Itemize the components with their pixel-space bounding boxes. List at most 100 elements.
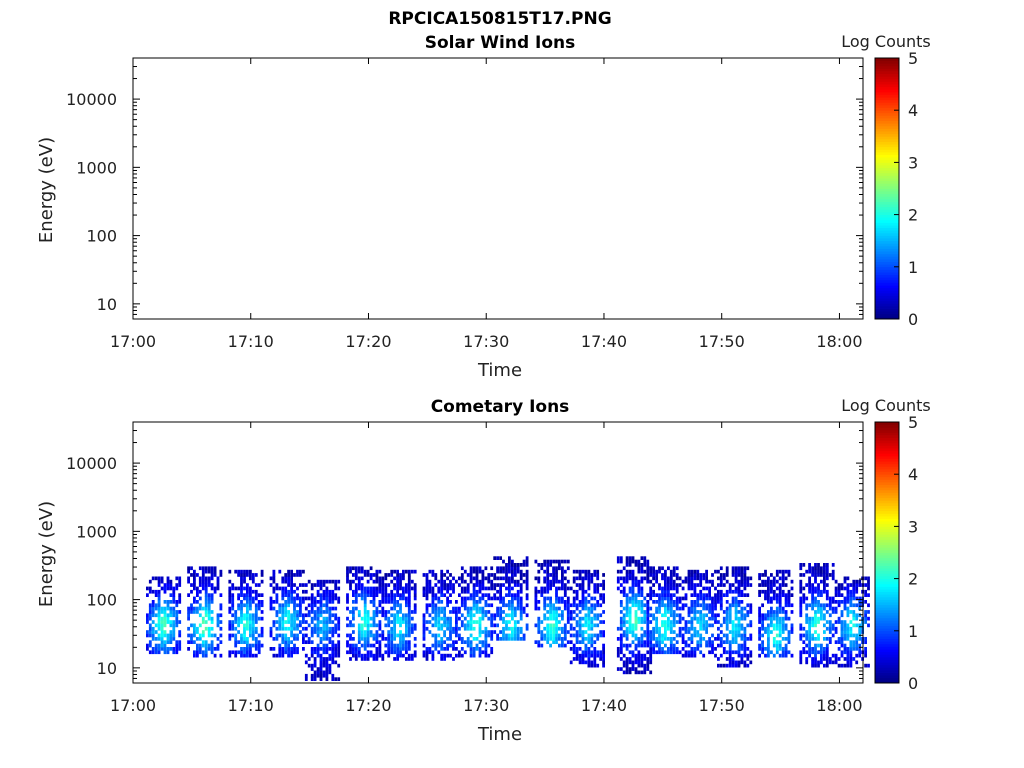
heatmap-cell	[708, 589, 711, 594]
heatmap-cell	[310, 630, 314, 634]
heatmap-cell	[455, 579, 458, 584]
heatmap-cell	[281, 647, 285, 651]
heatmap-cell	[190, 573, 193, 577]
colorbar-segment	[875, 256, 899, 260]
heatmap-cell	[669, 610, 673, 614]
heatmap-cell	[349, 623, 352, 628]
heatmap-cell	[828, 626, 832, 631]
heatmap-cell	[661, 593, 664, 597]
heatmap-cell	[719, 579, 723, 584]
heatmap-cell	[743, 640, 747, 644]
heatmap-cell	[728, 589, 732, 594]
heatmap-cell	[302, 589, 305, 594]
heatmap-cell	[690, 583, 694, 587]
heatmap-cell	[399, 623, 402, 628]
heatmap-cell	[649, 653, 653, 658]
heatmap-cell	[572, 657, 576, 661]
heatmap-cell	[717, 569, 720, 574]
heatmap-cell	[234, 569, 238, 574]
heatmap-cell	[546, 559, 550, 564]
heatmap-cell	[307, 613, 311, 618]
heatmap-cell	[387, 616, 391, 621]
heatmap-cell	[764, 593, 767, 597]
heatmap-cell	[175, 643, 179, 648]
heatmap-cell	[196, 589, 199, 594]
heatmap-cell	[513, 593, 517, 597]
heatmap-cell	[146, 593, 149, 597]
heatmap-cell	[820, 613, 823, 618]
heatmap-cell	[193, 630, 196, 634]
heatmap-cell	[160, 616, 164, 621]
heatmap-cell	[375, 657, 379, 661]
heatmap-cell	[293, 643, 296, 648]
heatmap-cell	[508, 606, 511, 611]
heatmap-cell	[502, 576, 505, 581]
heatmap-cell	[808, 633, 811, 638]
heatmap-cell	[778, 643, 782, 648]
heatmap-cell	[363, 633, 367, 638]
heatmap-cell	[281, 576, 285, 581]
heatmap-cell	[275, 600, 279, 604]
heatmap-cell	[178, 600, 182, 604]
heatmap-cell	[493, 586, 497, 591]
heatmap-cell	[322, 673, 326, 678]
heatmap-cell	[640, 603, 644, 608]
heatmap-cell	[767, 589, 770, 594]
heatmap-cell	[505, 579, 508, 584]
heatmap-cell	[237, 573, 240, 577]
heatmap-cell	[811, 569, 814, 574]
heatmap-cell	[337, 643, 341, 648]
heatmap-cell	[246, 640, 249, 644]
heatmap-cell	[160, 576, 164, 581]
heatmap-cell	[667, 583, 670, 587]
heatmap-cell	[555, 593, 558, 597]
heatmap-cell	[599, 613, 603, 618]
heatmap-cell	[496, 633, 499, 638]
heatmap-cell	[328, 663, 332, 668]
heatmap-cell	[728, 616, 732, 621]
heatmap-cell	[522, 637, 526, 641]
heatmap-cell	[749, 660, 753, 665]
x-tick-label: 17:30	[463, 332, 509, 351]
heatmap-cell	[511, 613, 514, 618]
heatmap-cell	[437, 613, 441, 618]
colorbar-segment	[875, 84, 899, 88]
heatmap-cell	[572, 650, 576, 655]
heatmap-cell	[502, 626, 505, 631]
heatmap-cell	[772, 579, 776, 584]
heatmap-cell	[472, 600, 476, 604]
heatmap-cell	[534, 586, 538, 591]
heatmap-cell	[198, 596, 202, 601]
heatmap-cell	[452, 640, 455, 644]
heatmap-cell	[849, 610, 853, 614]
heatmap-cell	[246, 616, 249, 621]
heatmap-cell	[552, 559, 555, 564]
heatmap-cell	[466, 586, 470, 591]
heatmap-cell	[693, 616, 697, 621]
heatmap-cell	[387, 573, 391, 577]
heatmap-cell	[405, 643, 408, 648]
heatmap-cell	[767, 576, 770, 581]
heatmap-cell	[505, 623, 508, 628]
heatmap-cell	[463, 623, 467, 628]
heatmap-cell	[284, 637, 288, 641]
heatmap-cell	[402, 569, 405, 574]
heatmap-cell	[561, 569, 564, 574]
heatmap-cell	[505, 620, 508, 624]
heatmap-cell	[154, 593, 158, 597]
heatmap-cell	[655, 643, 658, 648]
heatmap-cell	[316, 670, 320, 675]
heatmap-cell	[307, 596, 311, 601]
heatmap-cell	[384, 610, 388, 614]
heatmap-cell	[511, 630, 514, 634]
heatmap-cell	[640, 586, 644, 591]
heatmap-cell	[328, 667, 332, 671]
heatmap-cell	[619, 569, 623, 574]
heatmap-cell	[569, 633, 573, 638]
heatmap-cell	[387, 633, 391, 638]
heatmap-cell	[513, 630, 517, 634]
heatmap-cell	[378, 603, 382, 608]
heatmap-cell	[802, 586, 806, 591]
heatmap-cell	[196, 643, 199, 648]
